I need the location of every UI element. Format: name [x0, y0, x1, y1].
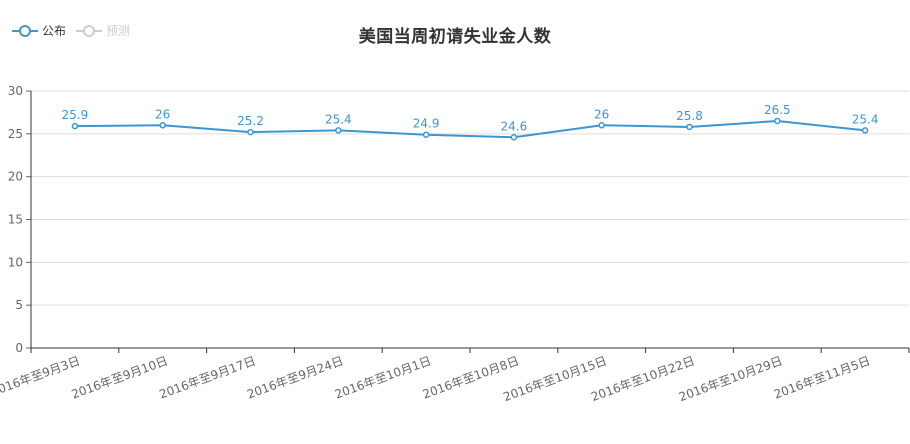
- y-tick-label: 10: [8, 255, 23, 269]
- data-point: [686, 123, 693, 131]
- y-tick-label: 25: [8, 127, 23, 141]
- data-label: 26: [155, 107, 170, 121]
- x-tick-label: 2016年至9月3日: [0, 354, 82, 399]
- x-tick-label: 2016年至9月17日: [157, 354, 257, 402]
- data-label: 25.9: [62, 108, 89, 122]
- x-tick-label: 2016年至9月24日: [245, 354, 345, 402]
- chart-title: 美国当周初请失业金人数: [358, 27, 552, 47]
- data-point: [71, 122, 79, 130]
- legend-item-published[interactable]: 公布: [12, 22, 66, 39]
- data-point: [861, 127, 869, 134]
- data-point: [598, 122, 605, 129]
- data-point: [510, 134, 518, 141]
- data-point: [422, 131, 430, 138]
- data-label: 24.6: [501, 119, 528, 133]
- data-label: 26.5: [764, 103, 791, 117]
- line-marker-icon: [76, 24, 103, 37]
- data-label: 25.8: [676, 109, 703, 123]
- y-tick-label: 30: [8, 84, 23, 98]
- y-tick-label: 5: [15, 298, 23, 312]
- series-line: [74, 119, 866, 139]
- y-tick-label: 20: [8, 170, 23, 184]
- x-tick-label: 2016年至11月5日: [772, 354, 872, 402]
- data-label: 24.9: [413, 117, 440, 131]
- legend-label-published: 公布: [42, 24, 67, 38]
- legend-item-forecast[interactable]: 预测: [76, 22, 130, 39]
- data-point: [247, 128, 254, 136]
- x-tick-label: 2016年至10月1日: [333, 354, 433, 402]
- legend-label-forecast: 预测: [106, 24, 131, 38]
- line-marker-icon: [12, 24, 38, 37]
- y-tick-label: 0: [15, 341, 23, 355]
- data-point: [335, 127, 342, 134]
- legend: 公布 预测: [12, 22, 130, 39]
- data-label: 25.4: [325, 112, 352, 126]
- y-tick-label: 15: [8, 213, 23, 227]
- data-label: 25.4: [852, 112, 879, 126]
- x-tick-label: 2016年至9月10日: [70, 354, 170, 402]
- data-point: [159, 122, 166, 129]
- data-label: 26: [594, 107, 609, 121]
- data-point: [774, 117, 781, 125]
- data-label: 25.2: [237, 114, 264, 128]
